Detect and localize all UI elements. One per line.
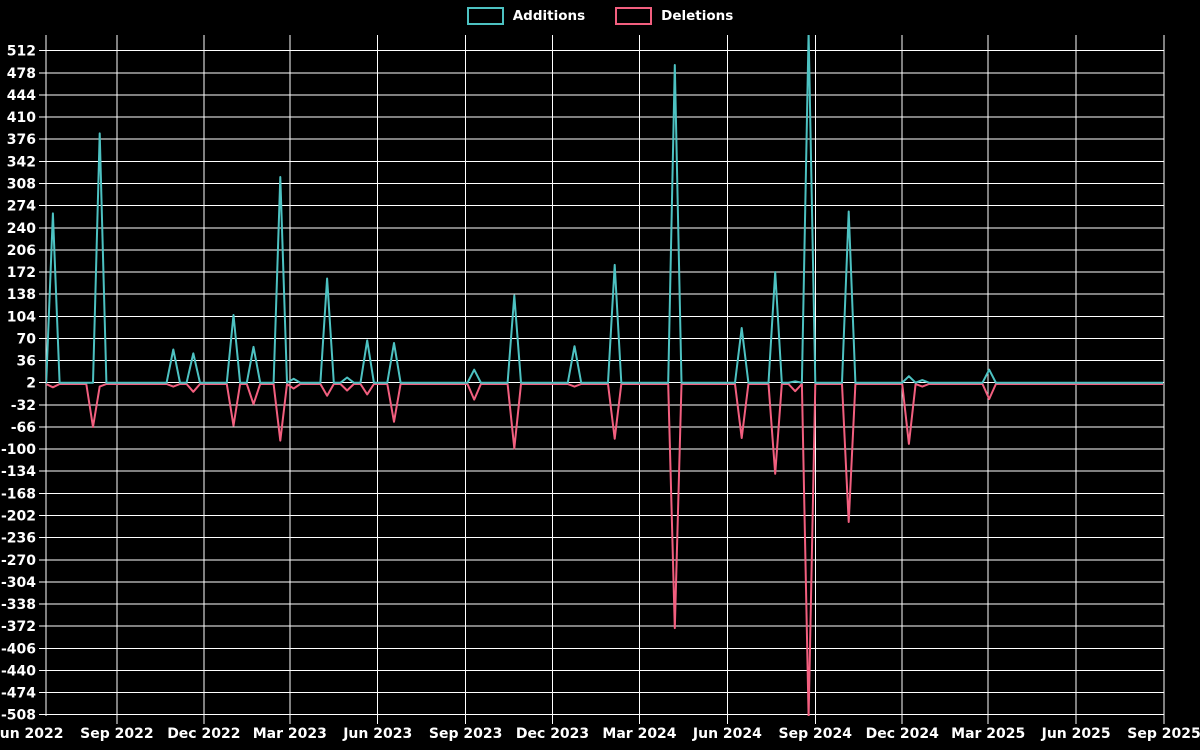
legend: Additions Deletions <box>0 7 1200 25</box>
x-axis-tick-label: Dec 2023 <box>516 726 589 742</box>
additions-legend-label: Additions <box>512 8 586 24</box>
y-axis-tick-label: 274 <box>7 199 36 215</box>
deletions-legend-label: Deletions <box>661 8 734 24</box>
y-axis-tick-label: 172 <box>7 265 36 281</box>
y-axis-tick-label: 138 <box>7 287 36 303</box>
x-axis-tick-label: Mar 2023 <box>253 726 327 742</box>
x-axis-tick-label: Sep 2023 <box>429 726 502 742</box>
x-axis-tick-label: Mar 2025 <box>951 726 1025 742</box>
y-axis-tick-label: -372 <box>1 619 36 635</box>
y-axis-tick-label: -338 <box>1 597 36 613</box>
x-axis-tick-label: Sep 2024 <box>779 726 853 742</box>
x-axis-tick-label: Dec 2024 <box>866 726 940 742</box>
additions-line <box>46 35 1163 384</box>
y-axis-tick-label: 478 <box>7 66 36 82</box>
series-lines <box>46 35 1163 716</box>
x-axis-tick-label: Dec 2022 <box>167 726 240 742</box>
y-axis-tick-label: 206 <box>7 243 36 259</box>
y-axis-tick-label: -474 <box>1 686 36 702</box>
legend-item-additions[interactable]: Additions <box>466 7 586 25</box>
y-axis-tick-label: -508 <box>1 708 36 724</box>
x-axis-tick-label: Jun 2024 <box>692 726 762 742</box>
y-axis-tick-label: 240 <box>7 221 36 237</box>
y-axis-tick-label: -236 <box>1 531 36 547</box>
y-axis-tick-label: -66 <box>11 420 36 436</box>
y-axis-tick-label: 512 <box>7 44 36 60</box>
y-axis-tick-label: 70 <box>17 331 37 347</box>
y-axis-tick-label: 36 <box>17 354 36 370</box>
x-axis-tick-label: Sep 2025 <box>1127 726 1200 742</box>
x-axis-tick-label: Sep 2022 <box>80 726 153 742</box>
deletions-line <box>46 383 1163 716</box>
y-axis-tick-label: -202 <box>1 509 36 525</box>
y-axis-tick-label: -134 <box>1 464 36 480</box>
y-axis-tick-label: -100 <box>1 442 36 458</box>
x-axis-tick-label: Jun 2025 <box>1041 726 1111 742</box>
y-axis-tick-label: 2 <box>26 376 36 392</box>
y-axis-tick-label: -32 <box>11 398 36 414</box>
y-axis-tick-label: 376 <box>7 132 36 148</box>
x-axis-tick-label: Jun 2023 <box>342 726 412 742</box>
y-axis-tick-label: -270 <box>1 553 36 569</box>
x-axis-tick-label: Jun 2022 <box>0 726 63 742</box>
gridlines <box>39 35 1165 724</box>
y-axis-tick-label: 444 <box>7 88 36 104</box>
y-axis-tick-label: -168 <box>1 486 36 502</box>
y-axis-tick-label: -440 <box>1 663 36 679</box>
legend-item-deletions[interactable]: Deletions <box>615 7 733 25</box>
y-axis-tick-label: 104 <box>7 309 36 325</box>
y-axis-tick-label: 410 <box>7 110 36 126</box>
y-axis-tick-label: 342 <box>7 154 36 170</box>
y-axis-tick-label: 308 <box>7 176 36 192</box>
x-axis-tick-label: Mar 2024 <box>602 726 676 742</box>
additions-legend-swatch <box>466 7 504 25</box>
deletions-legend-swatch <box>615 7 653 25</box>
y-axis-tick-label: -406 <box>1 641 36 657</box>
y-axis-tick-label: -304 <box>1 575 36 591</box>
